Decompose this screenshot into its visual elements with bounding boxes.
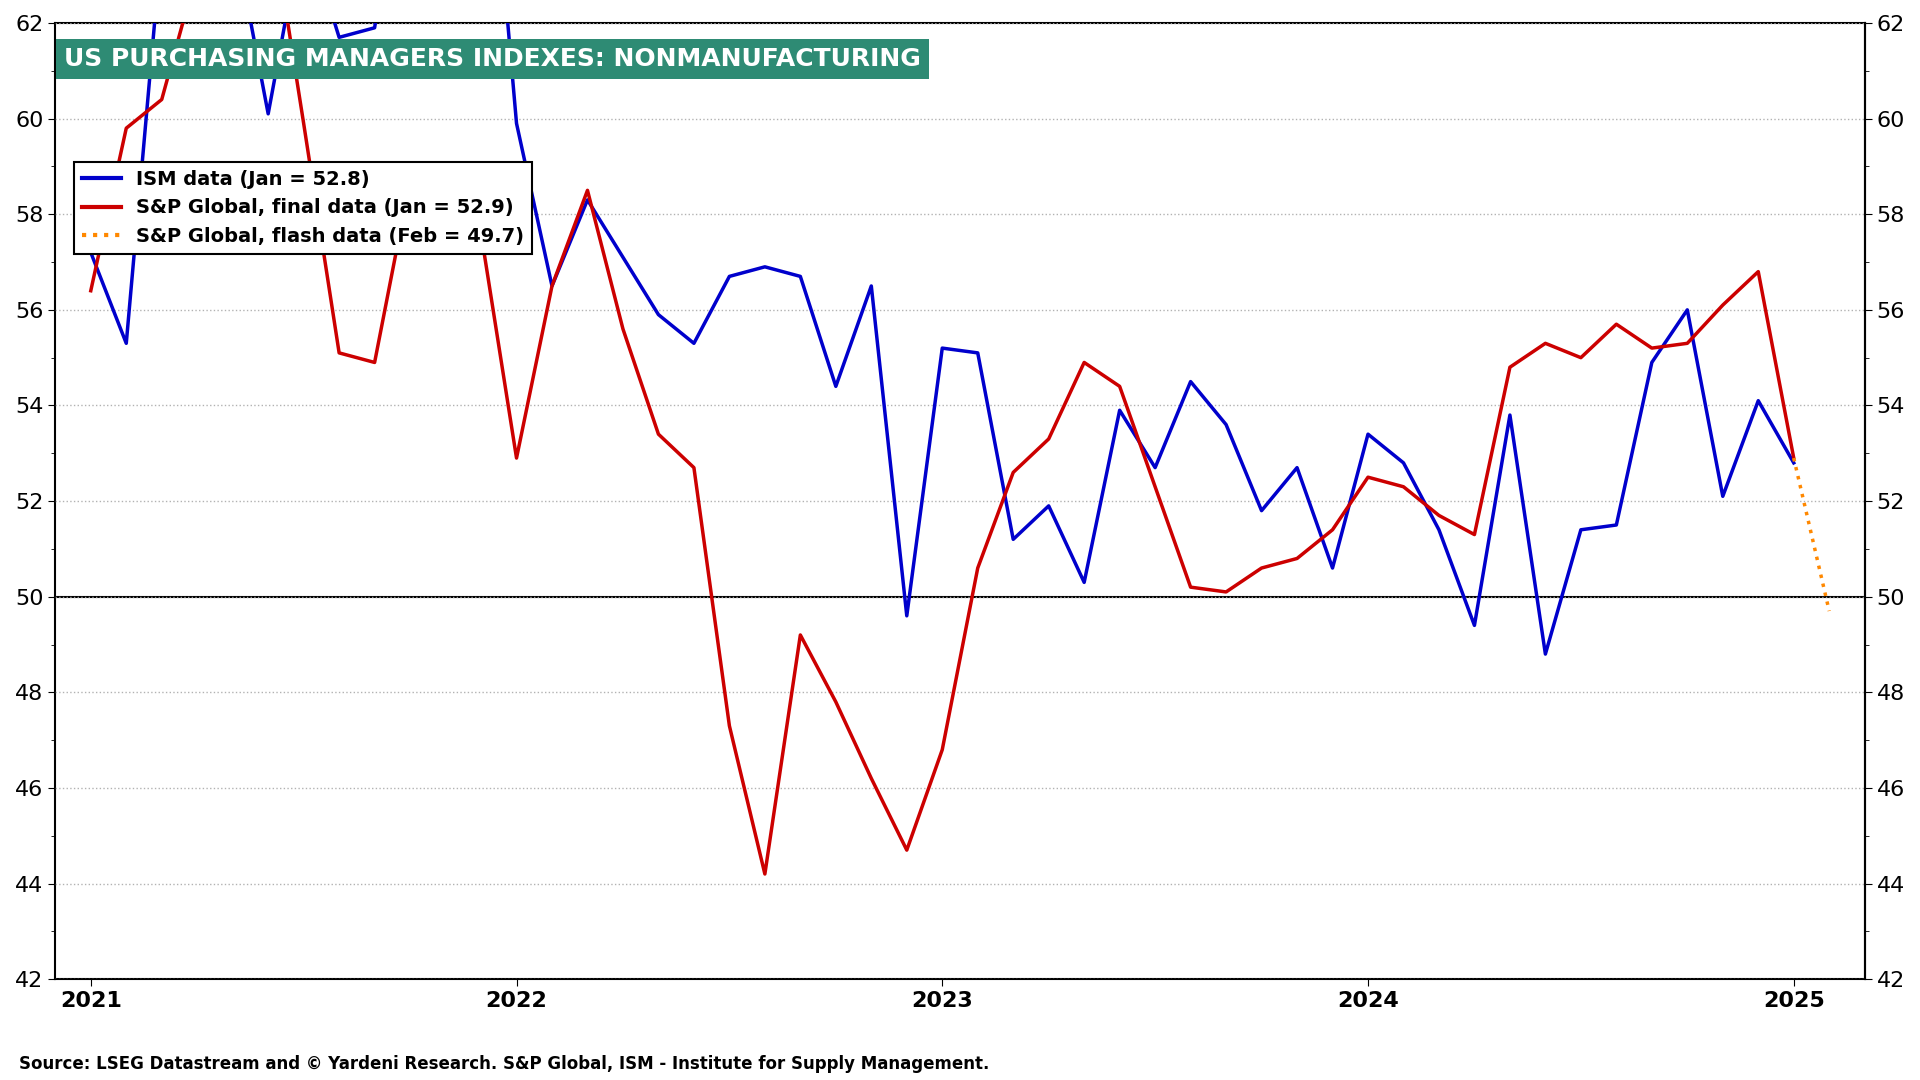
Text: US PURCHASING MANAGERS INDEXES: NONMANUFACTURING: US PURCHASING MANAGERS INDEXES: NONMANUF… [65,46,922,71]
Legend: ISM data (Jan = 52.8), S&P Global, final data (Jan = 52.9), S&P Global, flash da: ISM data (Jan = 52.8), S&P Global, final… [75,162,532,254]
Text: Source: LSEG Datastream and © Yardeni Research. S&P Global, ISM - Institute for : Source: LSEG Datastream and © Yardeni Re… [19,1055,989,1074]
